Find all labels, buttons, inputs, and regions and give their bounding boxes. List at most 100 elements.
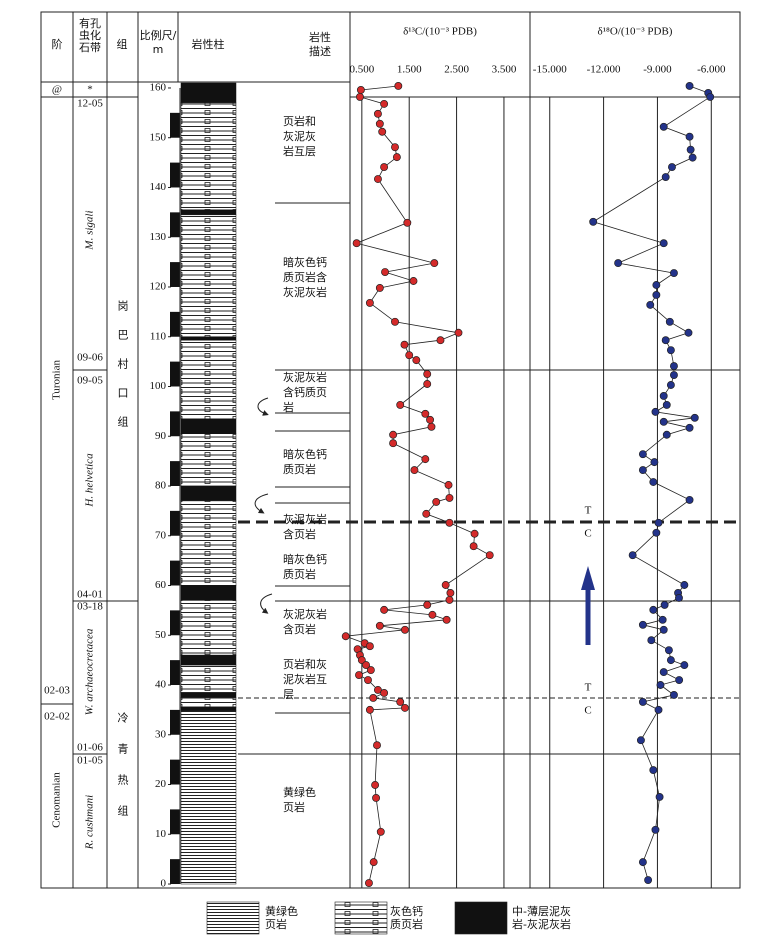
data-point xyxy=(380,163,389,172)
data-point xyxy=(442,615,451,624)
data-point xyxy=(423,600,432,609)
depth-tick-label: 140 xyxy=(150,181,167,193)
depth-tick-label: 30 xyxy=(155,728,167,740)
scale-bar-segment xyxy=(170,262,180,287)
lithology-layer xyxy=(180,500,237,586)
depth-tick-label: 50 xyxy=(155,629,167,641)
scale-bar-segment xyxy=(170,311,180,337)
data-point xyxy=(638,620,647,629)
header-label: m xyxy=(153,43,164,56)
scale-bar-segment xyxy=(170,809,180,835)
data-point xyxy=(454,328,463,337)
boundary-label: T xyxy=(585,682,592,694)
data-point xyxy=(652,281,661,289)
lithology-description: 含页岩 xyxy=(283,527,316,541)
data-point xyxy=(410,466,419,475)
data-point xyxy=(659,122,668,131)
data-point xyxy=(485,551,494,560)
data-point xyxy=(628,551,637,560)
lithology-description: 灰泥灰岩 xyxy=(283,607,327,621)
legend-label: 页岩 xyxy=(265,917,287,931)
data-point xyxy=(355,671,363,680)
data-point xyxy=(636,736,645,745)
data-point xyxy=(651,825,660,834)
header-label: 组 xyxy=(117,37,128,51)
formation-name: 冷青热组 xyxy=(116,712,129,836)
lithology-layer xyxy=(180,418,237,435)
header-label: 描述 xyxy=(309,44,331,58)
data-point xyxy=(389,439,398,448)
data-point xyxy=(355,92,364,101)
data-point xyxy=(422,509,431,518)
data-point xyxy=(469,542,478,551)
data-point xyxy=(391,317,399,326)
data-point xyxy=(375,119,384,128)
data-point xyxy=(396,400,405,409)
data-point xyxy=(659,239,668,248)
data-point xyxy=(375,284,384,292)
data-point xyxy=(423,380,432,388)
scale-bar-segment xyxy=(170,112,180,138)
zone-mark: 03-18 xyxy=(77,601,103,613)
data-point xyxy=(380,605,389,614)
scale-bar-segment xyxy=(170,660,180,686)
scale-bar-segment xyxy=(170,361,180,387)
data-point xyxy=(661,336,670,345)
data-point xyxy=(380,99,389,108)
lithology-layer xyxy=(180,654,237,666)
lithology-description: 岩 xyxy=(283,400,294,414)
data-point xyxy=(376,827,385,836)
legend-swatch xyxy=(454,901,508,935)
data-point xyxy=(365,705,374,714)
lithology-layer xyxy=(180,664,237,693)
frame xyxy=(40,11,741,889)
data-point xyxy=(646,300,655,309)
data-point xyxy=(684,328,693,337)
x-tick-label: 2.500 xyxy=(444,64,469,76)
data-point xyxy=(365,298,374,307)
data-point xyxy=(381,268,390,277)
data-point xyxy=(356,86,365,94)
lithology-description: 含钙质页 xyxy=(283,385,327,399)
data-point xyxy=(662,400,671,409)
data-point xyxy=(685,82,694,90)
data-point xyxy=(666,381,675,389)
depth-tick-label: 120 xyxy=(150,281,167,293)
data-point xyxy=(364,879,373,887)
legend-label: 黄绿色 xyxy=(265,904,298,918)
data-point xyxy=(362,661,371,670)
data-point xyxy=(706,92,715,101)
depth-tick-label: 80 xyxy=(155,480,167,492)
data-point xyxy=(680,581,689,589)
data-point xyxy=(366,666,375,675)
data-point xyxy=(685,423,694,432)
depth-tick-label: 0 xyxy=(161,878,167,890)
zone-name: R. cushmani xyxy=(84,795,96,850)
data-point xyxy=(400,340,409,349)
lithology-layer xyxy=(180,697,237,708)
data-point xyxy=(412,356,421,365)
zone-mark: 09-06 xyxy=(77,352,103,364)
x-tick-label: -12.000 xyxy=(587,64,621,76)
boundary-label: C xyxy=(584,705,591,717)
data-point xyxy=(375,621,384,630)
data-point xyxy=(652,528,661,537)
data-point xyxy=(690,413,699,422)
data-point xyxy=(371,781,380,789)
lithology-layer xyxy=(180,585,237,601)
data-point xyxy=(652,290,661,299)
scale-bar-segment xyxy=(170,709,180,735)
lithology-layer xyxy=(180,433,237,487)
data-point xyxy=(649,478,658,486)
zone-mark: 02-03 xyxy=(44,685,70,697)
data-point xyxy=(638,697,647,706)
depth-tick-label: 10 xyxy=(155,828,167,840)
data-point xyxy=(685,132,694,141)
legend-label: 质页岩 xyxy=(390,917,423,931)
data-point xyxy=(341,632,350,641)
lithology-description: 页岩 xyxy=(283,800,305,814)
x-tick-label: 1.500 xyxy=(397,64,422,76)
header-label: 比例尺/ xyxy=(140,28,177,42)
stage-label: Turonian xyxy=(51,360,63,400)
data-point xyxy=(423,370,432,379)
